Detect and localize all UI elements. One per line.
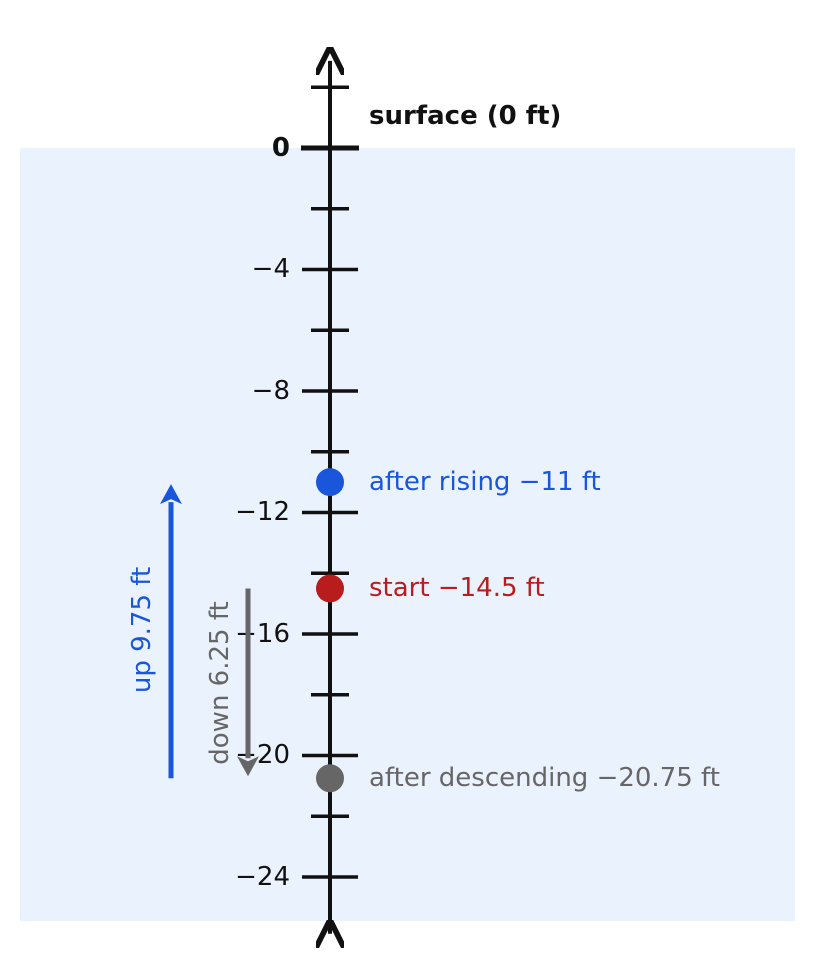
movement-arrows (160, 484, 259, 779)
tick-label-neg24: −24 (235, 862, 290, 892)
water-region (20, 148, 795, 921)
after-descending-label: after descending −20.75 ft (369, 763, 720, 793)
tick-label-neg16: −16 (235, 619, 290, 649)
surface-label: surface (0 ft) (369, 101, 561, 131)
up-arrow (160, 484, 182, 779)
after-rising-point (316, 468, 344, 497)
down-arrow-head (237, 756, 259, 777)
after-rising-label: after rising −11 ft (369, 467, 601, 497)
depth-points (316, 468, 344, 793)
down-arrow (237, 588, 259, 777)
tick-label-0: 0 (272, 133, 290, 163)
down-arrow-label: down 6.25 ft (205, 601, 235, 764)
axis-ticks (301, 85, 359, 879)
tick-label-neg8: −8 (252, 376, 290, 406)
start-point (316, 574, 344, 603)
after-descending-point (316, 764, 344, 793)
up-arrow-head (160, 484, 182, 505)
start-label: start −14.5 ft (369, 573, 545, 603)
tick-label-neg4: −4 (252, 254, 290, 284)
up-arrow-label: up 9.75 ft (127, 567, 157, 693)
tick-label-neg12: −12 (235, 497, 290, 527)
